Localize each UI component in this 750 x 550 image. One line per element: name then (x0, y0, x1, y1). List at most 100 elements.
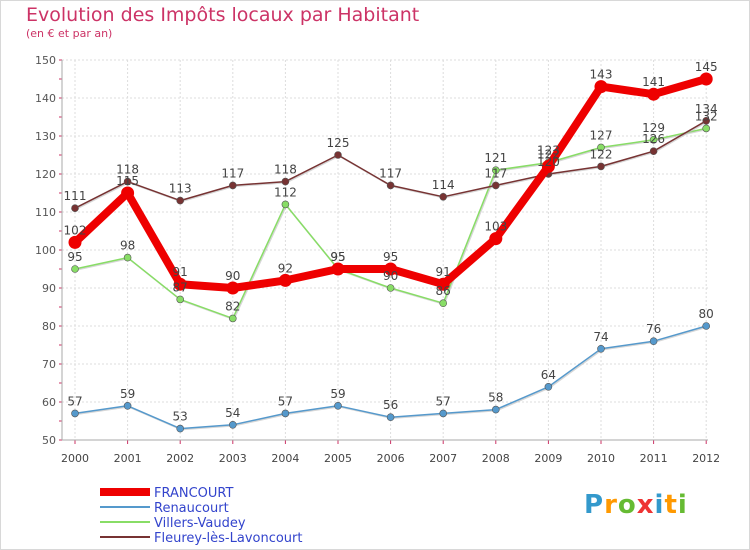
data-label: 122 (537, 147, 560, 161)
data-label: 126 (642, 132, 665, 146)
data-label: 113 (169, 182, 192, 196)
data-point-Villers-Vaudey (71, 265, 79, 273)
data-label: 95 (330, 250, 345, 264)
data-label: 90 (225, 269, 240, 283)
logo-letter: i (654, 490, 665, 520)
legend-label: Villers-Vaudey (154, 516, 246, 531)
plot-area (62, 60, 708, 440)
y-tick-label: 140 (35, 92, 56, 105)
grid-lines (62, 59, 708, 441)
x-tick-label: 2008 (482, 452, 510, 465)
data-label: 134 (695, 102, 718, 116)
data-label: 132 (695, 109, 718, 123)
y-tick-label: 80 (42, 320, 56, 333)
data-label: 91 (436, 265, 451, 279)
chart-subtitle: (en € et par an) (26, 27, 113, 40)
data-point-Villers-Vaudey (176, 295, 184, 304)
data-point-Villers-Vaudey (281, 200, 290, 209)
legend-label: Renaucourt (154, 501, 229, 516)
data-label: 122 (590, 147, 613, 161)
data-point-Fleurey-lès-Lavoncourt (439, 193, 448, 201)
data-label: 117 (379, 166, 402, 180)
data-point-Renaucourt (386, 413, 395, 422)
logo-letter: t (664, 490, 678, 520)
data-point-Renaucourt (281, 409, 290, 418)
data-label: 57 (67, 394, 82, 408)
data-label: 112 (274, 185, 297, 199)
data-point-Renaucourt (71, 409, 79, 418)
data-label: 141 (642, 75, 665, 89)
data-point-Villers-Vaudey (597, 143, 605, 152)
data-label: 115 (116, 174, 139, 188)
data-point-FRANCOURT (121, 186, 135, 200)
data-label: 90 (383, 269, 398, 283)
data-label: 91 (173, 265, 188, 279)
data-label: 145 (695, 60, 718, 74)
data-label: 53 (173, 410, 188, 424)
data-point-Renaucourt (334, 401, 342, 410)
data-label: 120 (537, 155, 560, 169)
data-label: 118 (274, 163, 297, 177)
data-label: 56 (383, 398, 398, 412)
data-label: 125 (327, 136, 350, 150)
y-tick-label: 100 (35, 244, 56, 257)
data-label: 102 (64, 223, 87, 237)
data-point-Villers-Vaudey (439, 299, 448, 308)
data-label: 57 (436, 394, 451, 408)
x-tick-label: 2004 (271, 452, 299, 465)
data-point-Villers-Vaudey (702, 124, 711, 133)
x-tick-label: 2001 (114, 452, 142, 465)
x-tick-label: 2006 (377, 452, 405, 465)
data-point-FRANCOURT (541, 159, 555, 173)
data-point-Renaucourt (649, 337, 658, 346)
axes: 50 60 70 80 90 100 110 120 130 140 150 2000 2001 2002… (35, 54, 720, 465)
y-tick-label: 120 (35, 168, 56, 181)
data-label: 118 (116, 163, 139, 177)
chart-title: Evolution des Impôts locaux par Habitant (26, 4, 420, 26)
data-label: 80 (699, 307, 714, 321)
data-label: 95 (383, 250, 398, 264)
y-tick-label: 50 (42, 434, 56, 447)
data-point-FRANCOURT (436, 277, 450, 291)
logo-letter: x (636, 490, 655, 520)
data-label: 111 (64, 189, 87, 203)
x-tick-label: 2003 (219, 452, 247, 465)
data-point-Fleurey-lès-Lavoncourt (229, 181, 237, 190)
data-point-Fleurey-lès-Lavoncourt (334, 151, 342, 159)
y-tick-label: 70 (42, 358, 56, 371)
data-point-Fleurey-lès-Lavoncourt (123, 177, 132, 186)
data-point-FRANCOURT (226, 281, 240, 295)
data-label: 92 (278, 261, 293, 275)
y-tick-label: 90 (42, 282, 56, 295)
data-label: 82 (225, 299, 240, 313)
data-label: 127 (590, 128, 613, 142)
data-label: 76 (646, 322, 661, 336)
data-point-FRANCOURT (68, 235, 82, 249)
data-label: 74 (593, 330, 608, 344)
data-label: 59 (120, 387, 135, 401)
x-tick-label: 2009 (534, 452, 562, 465)
data-point-FRANCOURT (384, 262, 398, 276)
data-point-FRANCOURT (278, 273, 292, 287)
logo-letter: P (584, 490, 605, 520)
data-point-Fleurey-lès-Lavoncourt (702, 117, 711, 125)
data-point-Villers-Vaudey (229, 314, 237, 323)
data-point-Villers-Vaudey (386, 284, 395, 292)
data-point-FRANCOURT (173, 277, 187, 291)
data-point-Renaucourt (702, 322, 711, 330)
data-label: 129 (642, 121, 665, 135)
y-tick-label: 110 (35, 206, 56, 219)
data-label: 95 (67, 250, 82, 264)
data-label: 95 (330, 250, 345, 264)
logo-letter: i (677, 490, 688, 520)
series-layer (68, 72, 713, 433)
data-labels: 102 115 91 90 92 95 95 91 103 122 143 141 145 57 59 53 5… (64, 60, 718, 424)
x-tick-label: 2000 (61, 452, 89, 465)
data-label: 117 (484, 166, 507, 180)
data-label: 64 (541, 368, 556, 382)
data-point-Renaucourt (544, 382, 553, 391)
data-point-Villers-Vaudey (491, 166, 500, 174)
data-point-Fleurey-lès-Lavoncourt (649, 147, 658, 155)
legend: FRANCOURTRenaucourtVillers-VaudeyFleurey… (100, 486, 303, 546)
